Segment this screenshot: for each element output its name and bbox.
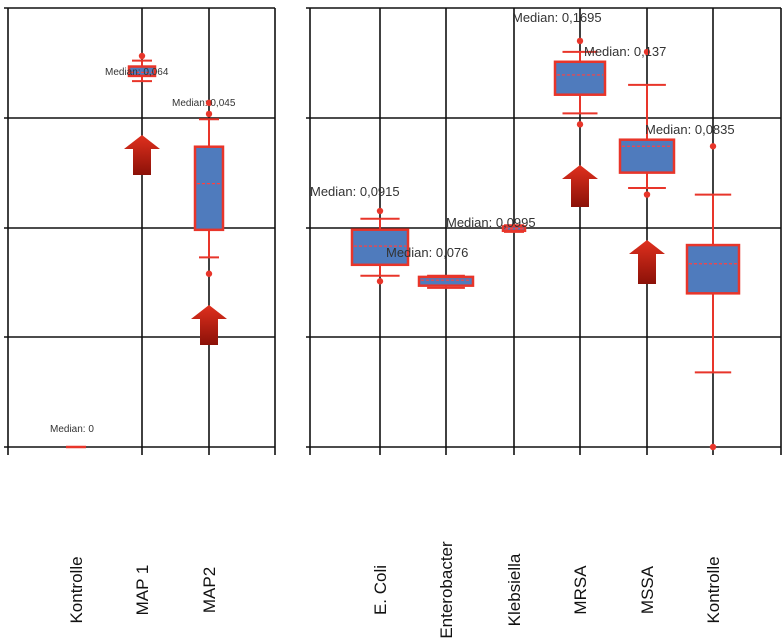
box-rect [501,225,527,233]
box-rect [127,65,157,78]
box-rect [417,275,475,287]
category-label-enterobacter: Enterobacter [437,541,456,639]
median-label: Median: 0,137 [584,44,666,59]
outlier-point [205,99,213,107]
arrow-icon [124,135,160,175]
category-label-mrsa: MRSA [571,565,590,615]
median-label: Median: 0,076 [386,245,468,260]
median-label: Median: 0,0995 [446,215,536,230]
box-enterobacter: Median: 0,076 [386,245,475,289]
outlier-point [376,207,384,215]
category-label-map-1: MAP 1 [133,565,152,616]
arrow-icon [191,305,227,345]
outlier-point [205,110,213,118]
outlier-point [205,270,213,277]
category-label-klebsiella: Klebsiella [505,553,524,626]
category-label-kontrolle: Kontrolle [67,556,86,623]
left-boxplot-panel: Median: 0 Kontrolle Median: 0,064 MAP 1 Medi… [4,7,276,624]
box-rect [685,243,741,295]
box-rect [553,60,607,96]
box-rect [618,138,676,174]
box-mrsa: Median: 0,1695 [512,10,607,207]
outlier-point [576,121,584,128]
box-kontrolle: Median: 0,0835 [645,122,741,451]
box-rect [193,145,225,232]
outlier-point [376,278,384,285]
arrow-icon [562,165,598,207]
box-mssa: Median: 0,137 [584,44,676,284]
median-label: Median: 0,045 [172,98,236,109]
category-label-e-coli: E. Coli [371,565,390,615]
right-boxplot-panel: Median: 0,0915 E. Coli Median: 0,076 Entero… [306,7,782,639]
outlier-point [709,443,717,451]
median-label: Median: 0 [50,424,94,435]
box-kontrolle: Median: 0 [50,424,94,449]
median-label: Median: 0,1695 [512,10,602,25]
outlier-point [138,52,146,60]
outlier-point [643,191,651,198]
box-map2: Median: 0,045 [172,98,236,345]
outlier-point [576,37,584,45]
outlier-point [643,48,651,56]
category-label-mssa: MSSA [638,565,657,614]
box-rect [350,228,410,267]
category-label-kontrolle: Kontrolle [704,556,723,623]
category-label-map2: MAP2 [200,567,219,613]
median-label: Median: 0,0835 [645,122,735,137]
box-klebsiella: Median: 0,0995 [446,215,536,233]
median-label: Median: 0,064 [105,67,169,78]
box-e-coli: Median: 0,0915 [310,184,410,285]
outlier-point [709,143,717,150]
box-map-1: Median: 0,064 [105,52,169,175]
arrow-icon [629,240,665,284]
median-label: Median: 0,0915 [310,184,400,199]
